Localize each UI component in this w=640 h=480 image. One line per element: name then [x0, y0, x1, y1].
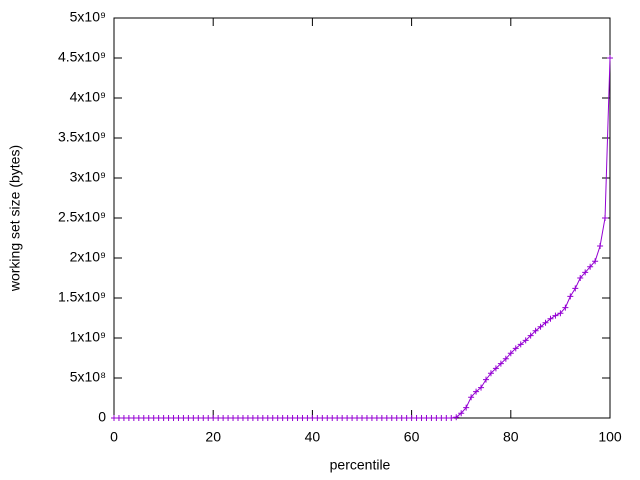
- y-axis-label: working set size (bytes): [7, 145, 23, 292]
- data-point: [473, 388, 480, 395]
- y-tick-label: 4.5x10⁹: [58, 49, 106, 65]
- x-tick-label: 80: [503, 429, 519, 445]
- data-point: [582, 269, 589, 276]
- data-point: [517, 341, 524, 348]
- x-tick-label: 60: [404, 429, 420, 445]
- data-point: [497, 360, 504, 367]
- data-point: [577, 275, 584, 281]
- data-point: [552, 312, 559, 319]
- data-point: [592, 258, 599, 265]
- data-point: [542, 319, 549, 326]
- data-point: [587, 263, 594, 270]
- x-tick-label: 40: [305, 429, 321, 445]
- data-point: [597, 243, 604, 249]
- data-line: [114, 57, 611, 419]
- data-point: [547, 315, 554, 322]
- data-point: [458, 410, 465, 417]
- data-point: [572, 285, 579, 292]
- data-point: [478, 384, 485, 391]
- x-tick-label: 0: [110, 429, 118, 445]
- plot-frame: [113, 17, 611, 419]
- y-tick-label: 5x10⁸: [70, 369, 106, 385]
- y-tick-label: 2.5x10⁹: [58, 209, 106, 225]
- data-point: [483, 376, 489, 383]
- data-point: [468, 394, 475, 401]
- data-point: [522, 337, 529, 344]
- y-tick-label: 4x10⁹: [70, 89, 106, 105]
- data-point: [537, 323, 544, 330]
- y-tick-label: 0: [98, 409, 106, 425]
- x-axis-label: percentile: [330, 457, 391, 473]
- x-tick-label: 100: [598, 429, 622, 445]
- data-point: [607, 55, 613, 61]
- y-tick-label: 2x10⁹: [70, 249, 106, 265]
- y-tick-label: 3x10⁹: [70, 169, 106, 185]
- data-point: [448, 415, 455, 421]
- x-tick-label: 20: [205, 429, 221, 445]
- data-point: [507, 350, 514, 357]
- y-tick-label: 3.5x10⁹: [58, 129, 106, 145]
- data-point: [567, 293, 574, 300]
- y-tick-label: 1x10⁹: [70, 329, 106, 345]
- data-point: [453, 414, 460, 421]
- data-point: [487, 370, 494, 377]
- data-point: [562, 304, 569, 311]
- data-point: [557, 310, 564, 317]
- y-tick-label: 5x10⁹: [70, 9, 106, 25]
- data-point: [512, 345, 519, 352]
- data-point: [502, 355, 509, 362]
- data-point: [492, 365, 499, 372]
- data-point: [527, 332, 534, 339]
- data-point: [602, 215, 609, 221]
- data-point: [463, 404, 470, 411]
- y-tick-label: 1.5x10⁹: [58, 289, 106, 305]
- data-point: [532, 327, 539, 334]
